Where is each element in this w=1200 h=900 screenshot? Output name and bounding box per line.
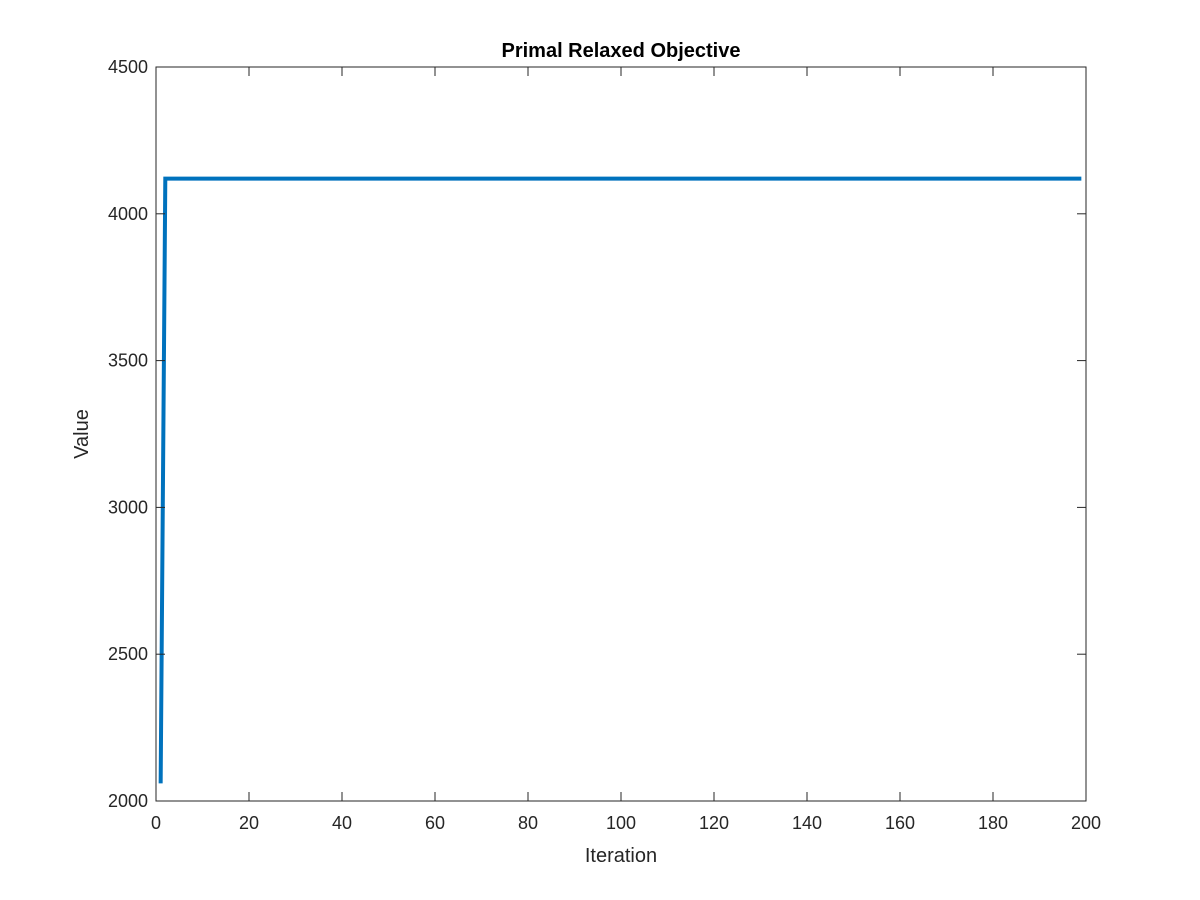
y-tick-label: 2000 bbox=[108, 791, 148, 811]
x-tick-label: 140 bbox=[792, 813, 822, 833]
y-tick-label: 2500 bbox=[108, 644, 148, 664]
chart-title: Primal Relaxed Objective bbox=[501, 40, 740, 62]
x-tick-label: 200 bbox=[1071, 813, 1101, 833]
x-tick-label: 20 bbox=[239, 813, 259, 833]
plot-background bbox=[156, 67, 1086, 801]
x-tick-label: 120 bbox=[699, 813, 729, 833]
y-tick-label: 4500 bbox=[108, 57, 148, 77]
x-axis-ticks: 0 20 40 60 80 100 120 140 160 180 200 bbox=[151, 67, 1101, 833]
series-line bbox=[158, 176, 1082, 784]
x-tick-label: 100 bbox=[606, 813, 636, 833]
x-tick-label: 180 bbox=[978, 813, 1008, 833]
x-tick-label: 60 bbox=[425, 813, 445, 833]
y-tick-label: 4000 bbox=[108, 204, 148, 224]
y-tick-label: 3000 bbox=[108, 497, 148, 517]
x-tick-label: 160 bbox=[885, 813, 915, 833]
series-layer bbox=[158, 176, 1082, 784]
x-tick-label: 40 bbox=[332, 813, 352, 833]
x-tick-label: 80 bbox=[518, 813, 538, 833]
y-axis-label: Value bbox=[71, 409, 93, 459]
x-tick-label: 0 bbox=[151, 813, 161, 833]
y-axis-ticks: 2000 2500 3000 3500 4000 4500 bbox=[108, 57, 1086, 811]
x-axis-label: Iteration bbox=[585, 845, 657, 867]
y-tick-label: 3500 bbox=[108, 351, 148, 371]
